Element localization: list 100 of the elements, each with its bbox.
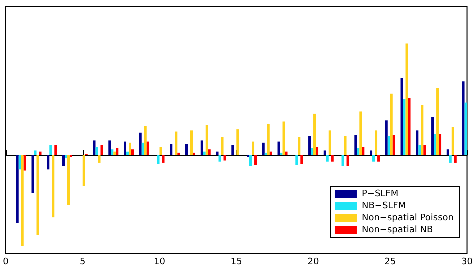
- bar: [178, 152, 180, 156]
- bar: [418, 145, 422, 156]
- bar: [116, 148, 119, 156]
- legend-label: Non−spatial NB: [362, 226, 434, 236]
- bar: [346, 155, 350, 166]
- bar: [200, 140, 204, 156]
- bar: [278, 142, 280, 156]
- bar: [114, 152, 116, 156]
- bar: [16, 155, 19, 224]
- bar: [132, 150, 134, 156]
- bar: [342, 155, 344, 166]
- bar: [157, 155, 160, 164]
- bar: [236, 130, 240, 156]
- bar: [436, 88, 440, 156]
- bar: [186, 144, 188, 156]
- bar: [392, 135, 396, 156]
- bar: [24, 155, 26, 171]
- bar: [280, 152, 283, 156]
- bar: [21, 155, 24, 247]
- bar: [454, 155, 457, 163]
- bar: [416, 130, 419, 156]
- bar: [328, 130, 332, 156]
- x-tick-label: 5: [80, 258, 86, 268]
- x-tick-label: 30: [462, 258, 474, 268]
- bar: [464, 102, 468, 156]
- bar: [390, 94, 393, 156]
- bar: [39, 152, 42, 156]
- bar: [111, 150, 114, 156]
- bar: [296, 155, 298, 166]
- bar: [316, 147, 319, 156]
- x-tick-label: 25: [384, 258, 396, 268]
- bar: [206, 125, 208, 156]
- bar: [224, 155, 226, 161]
- bar: [218, 155, 222, 162]
- bar: [439, 134, 442, 156]
- bar: [267, 124, 270, 156]
- bar: [270, 152, 272, 156]
- bar: [216, 152, 219, 156]
- bar: [54, 145, 58, 156]
- x-tick-label: 10: [154, 258, 166, 268]
- bar: [65, 155, 68, 159]
- bar: [160, 147, 162, 156]
- bar: [146, 142, 150, 156]
- bar: [98, 155, 101, 163]
- bar: [449, 155, 452, 163]
- bar: [400, 78, 404, 156]
- bar: [32, 155, 34, 194]
- bar: [208, 150, 211, 156]
- bar: [378, 155, 380, 162]
- bar: [388, 136, 390, 156]
- bar: [170, 144, 173, 156]
- legend-label: NB−SLFM: [362, 202, 406, 212]
- bar: [285, 152, 288, 156]
- legend-label: P−SLFM: [362, 190, 399, 200]
- bar: [203, 152, 206, 156]
- bar: [375, 130, 378, 156]
- bar: [47, 155, 50, 170]
- x-tick-label: 15: [230, 258, 242, 268]
- bar: [324, 150, 326, 156]
- bar: [326, 155, 329, 162]
- bar: [408, 98, 411, 156]
- legend-label: Non−spatial Poisson: [362, 214, 454, 224]
- bar: [18, 155, 22, 170]
- bar: [129, 142, 132, 156]
- bar: [344, 136, 347, 156]
- bar: [142, 142, 144, 156]
- bar: [34, 150, 37, 156]
- bar: [221, 137, 224, 156]
- bar: [406, 44, 408, 156]
- bar: [354, 135, 358, 156]
- bar: [298, 137, 301, 156]
- bar: [357, 148, 360, 156]
- bar: [362, 147, 365, 156]
- bar: [403, 99, 406, 156]
- bar: [193, 152, 196, 156]
- bar: [462, 82, 465, 156]
- bar: [190, 130, 194, 156]
- bar: [139, 132, 142, 156]
- bar: [432, 117, 434, 156]
- bar: [360, 112, 362, 156]
- bar: [50, 145, 52, 156]
- x-tick-label: 20: [308, 258, 320, 268]
- bar: [314, 114, 316, 156]
- bar: [82, 155, 86, 186]
- bar: [108, 140, 112, 156]
- bar: [264, 152, 268, 156]
- bar: [254, 155, 258, 166]
- bar: [452, 127, 454, 156]
- bar: [300, 155, 304, 164]
- bar: [424, 145, 426, 156]
- bar: [100, 145, 104, 156]
- bar: [175, 132, 178, 156]
- bar: [282, 122, 286, 156]
- bar: [370, 150, 373, 156]
- bar: [68, 155, 70, 206]
- bar: [262, 142, 265, 156]
- bar: [52, 155, 55, 218]
- bar: [124, 142, 127, 156]
- bar: [308, 136, 312, 156]
- bar: [331, 155, 334, 162]
